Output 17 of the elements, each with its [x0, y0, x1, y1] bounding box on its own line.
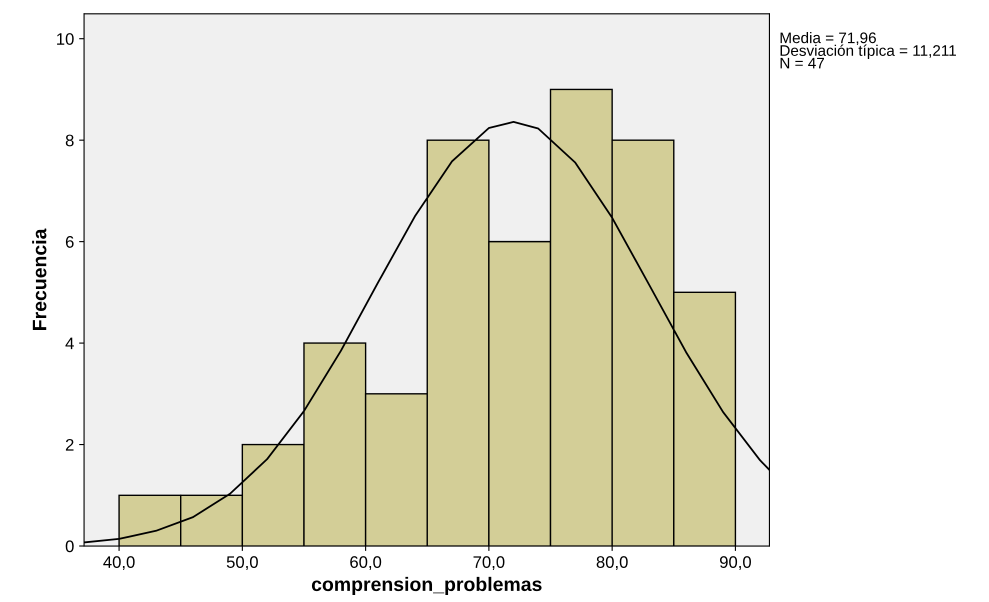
- x-tick-label: 60,0: [350, 556, 382, 570]
- x-tick-label: 40,0: [103, 556, 135, 570]
- y-tick-label: 8: [66, 134, 74, 146]
- y-axis-title: Frecuencia: [32, 228, 46, 330]
- y-tick-label: 10: [57, 33, 74, 45]
- x-tick-label: 90,0: [720, 556, 751, 570]
- y-tick-label: 0: [66, 540, 74, 552]
- x-tick-label: 80,0: [596, 556, 628, 570]
- x-tick-label: 70,0: [474, 556, 504, 570]
- x-tick-label: 50,0: [226, 556, 258, 570]
- text: Desviación típica = 11,211: [780, 44, 956, 59]
- y-tick-label: 6: [66, 236, 74, 248]
- text: N = 47: [780, 58, 824, 68]
- y-tick-label: 4: [65, 338, 74, 350]
- text: Media = 71,96: [780, 32, 876, 46]
- x-axis-title: comprension_problemas: [312, 576, 542, 595]
- y-tick-label: 2: [66, 438, 74, 451]
